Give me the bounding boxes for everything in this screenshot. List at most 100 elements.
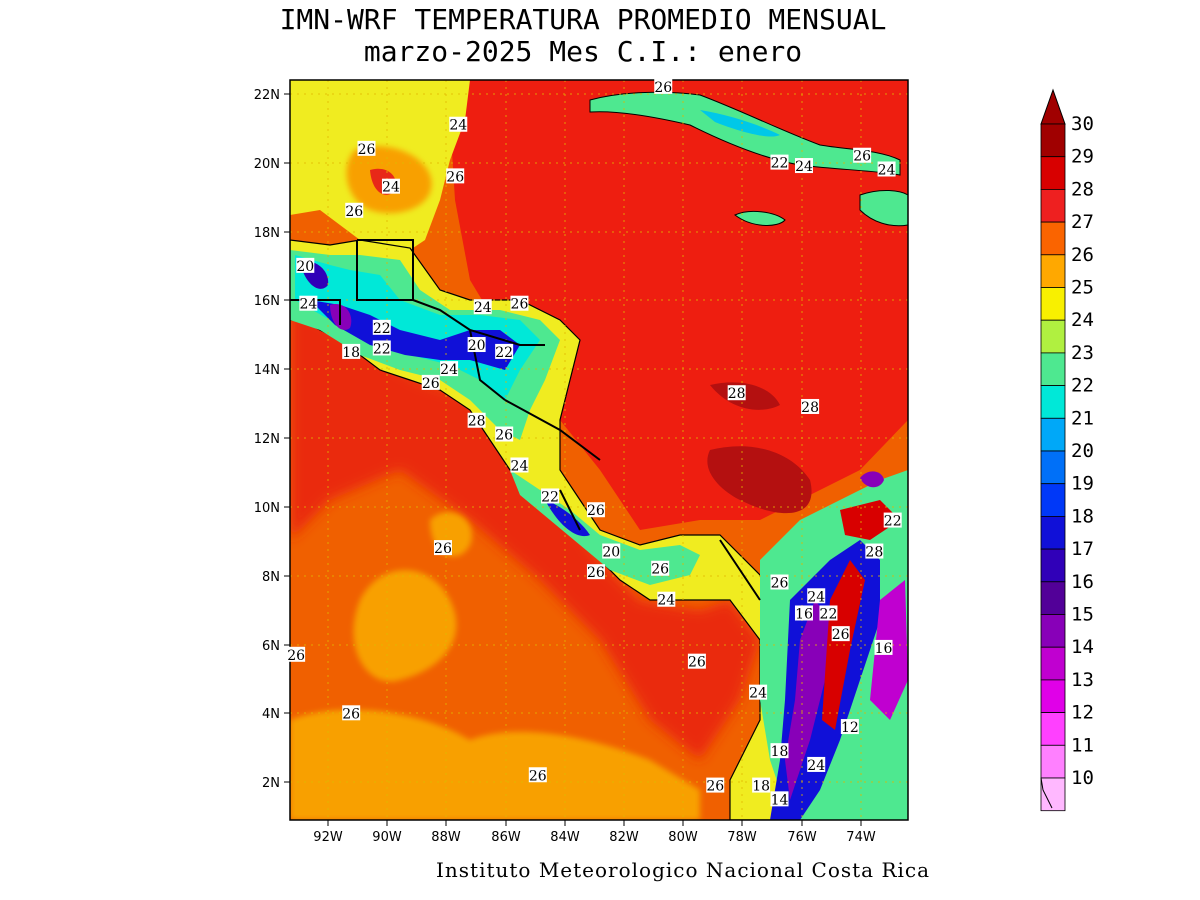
lon-tick-labels: 92W 90W 88W 86W 84W 82W 80W 78W 76W 74W — [313, 830, 876, 845]
contour-label: 28 — [728, 386, 746, 402]
colorbar-box — [1040, 417, 1066, 452]
lat-tick-label: 8N — [262, 570, 280, 585]
caribbean-warm-field — [440, 80, 908, 530]
contour-label-bg — [794, 605, 813, 621]
contour-label-bg — [381, 178, 400, 194]
map-title: IMN-WRF TEMPERATURA PROMEDIO MENSUAL — [279, 3, 887, 36]
cuba-highlands — [700, 110, 780, 137]
lon-axis — [327, 820, 862, 826]
lat-tick-label: 20N — [254, 157, 280, 172]
lat-tick-labels: 22N 20N 18N 16N 14N 12N 10N 8N 6N 4N 2N — [254, 88, 280, 791]
colorbar-box — [1040, 287, 1066, 321]
contour-label: 22 — [373, 321, 391, 337]
contour-label: 26 — [495, 428, 513, 444]
colorbar-box — [1040, 319, 1066, 354]
contour-label: 24 — [474, 300, 492, 316]
contour-label: 22 — [771, 156, 789, 172]
colorbar-box — [1040, 777, 1066, 812]
contour-label: 22 — [820, 606, 838, 622]
contour-label: 22 — [884, 514, 902, 530]
colorbar-box — [1040, 679, 1066, 714]
contour-label-bg — [794, 158, 813, 174]
contour-label: 26 — [587, 565, 605, 581]
contour-label-bg — [877, 161, 896, 177]
colorbar-label: 10 — [1071, 767, 1094, 789]
contour-label-bg — [372, 319, 391, 335]
contour-label-bg — [752, 777, 771, 793]
contour-label-bg — [287, 646, 306, 662]
colorbar-label: 24 — [1071, 309, 1094, 331]
contour-label: 24 — [449, 118, 467, 134]
colorbar-label: 25 — [1071, 277, 1094, 299]
contour-label-bg — [883, 512, 902, 528]
contour-label: 20 — [296, 259, 314, 275]
contour-label-bg — [342, 343, 361, 359]
contour-label: 24 — [657, 593, 675, 609]
contour-label-bg — [541, 488, 560, 504]
contour-label-bg — [357, 140, 376, 156]
colorbar-label: 23 — [1071, 342, 1094, 364]
lon-tick-label: 82W — [609, 830, 639, 845]
colorbar-box — [1040, 744, 1066, 779]
contour-label: 22 — [541, 489, 559, 505]
colorbar-label: 28 — [1071, 178, 1094, 200]
colorbar-box — [1040, 352, 1066, 386]
contour-label: 28 — [865, 545, 883, 561]
contour-label: 26 — [832, 627, 850, 643]
contour-label-bg — [657, 591, 676, 607]
cool-pool-2 — [290, 709, 700, 820]
contour-label: 26 — [358, 142, 376, 158]
colorbar-label: 13 — [1071, 669, 1094, 691]
santa-marta-peak — [860, 471, 884, 488]
colorbar-box — [1040, 548, 1066, 583]
colorbar-box — [1040, 614, 1066, 648]
lon-tick-label: 86W — [491, 830, 521, 845]
contour-label-bg — [654, 78, 673, 94]
lat-axis — [284, 93, 290, 783]
contour-label: 24 — [795, 159, 813, 175]
contour-label: 28 — [468, 414, 486, 430]
colorbar-label: 17 — [1071, 538, 1094, 560]
contour-label: 24 — [511, 458, 529, 474]
contour-label: 24 — [807, 758, 825, 774]
contour-label-bg — [467, 412, 486, 428]
contour-label-bg — [467, 337, 486, 353]
colorbar-label: 19 — [1071, 473, 1094, 495]
contour-label-bg — [853, 147, 872, 163]
colorbar-box — [1040, 483, 1066, 517]
contour-label: 26 — [706, 779, 724, 795]
contour-label-bg — [770, 574, 789, 590]
lat-tick-label: 16N — [254, 294, 280, 309]
contour-label: 26 — [446, 169, 464, 185]
lon-tick-label: 80W — [668, 830, 698, 845]
jamaica — [734, 210, 786, 226]
contour-label-bg — [421, 374, 440, 390]
contour-label-bg — [495, 343, 514, 359]
contour-label-bg — [586, 502, 605, 518]
contour-label-bg — [449, 116, 468, 132]
colorbar-box — [1040, 450, 1066, 485]
contour-label-bg — [372, 340, 391, 356]
contour-label: 26 — [422, 376, 440, 392]
contour-label-bg — [440, 361, 459, 377]
cool-pool-1 — [353, 570, 457, 682]
contour-label: 12 — [841, 720, 859, 736]
contour-label: 26 — [345, 204, 363, 220]
contour-label-bg — [495, 426, 514, 442]
contour-label-bg — [807, 756, 826, 772]
colorbar-box — [1040, 123, 1066, 158]
lon-tick-label: 74W — [846, 830, 876, 845]
colorbar-label: 11 — [1071, 734, 1094, 756]
contour-label-bg — [473, 299, 492, 315]
contour-label: 20 — [468, 338, 486, 354]
pacific-coastal-warm-band — [290, 300, 760, 760]
contour-label-bg — [807, 588, 826, 604]
lon-tick-label: 76W — [787, 830, 817, 845]
contour-label-bg — [528, 767, 547, 783]
colorbar-labels: 30 29 28 27 26 25 24 23 22 21 20 19 18 17 16 15 14 13 12 11… — [1071, 113, 1094, 789]
lat-tick-label: 22N — [254, 88, 280, 103]
contour-label-bg — [510, 295, 529, 311]
map-frame — [289, 79, 909, 821]
